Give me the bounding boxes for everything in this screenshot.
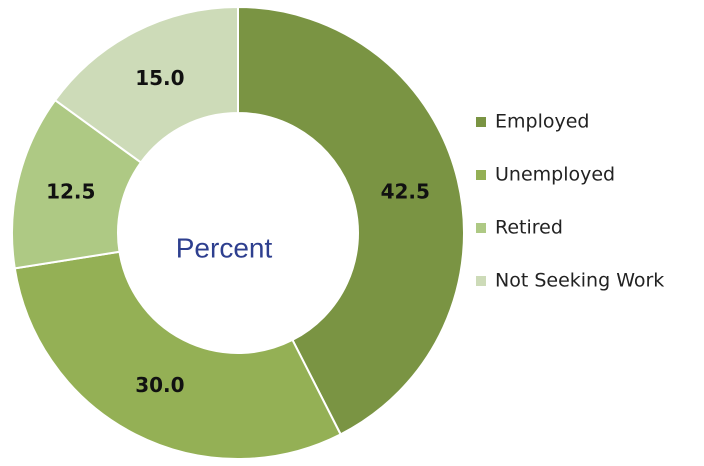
legend-label: Employed	[495, 111, 589, 133]
legend-label: Not Seeking Work	[495, 270, 664, 292]
donut-slice	[53, 5, 239, 164]
legend-swatch	[476, 117, 486, 127]
legend-swatch	[476, 276, 486, 286]
legend-label: Unemployed	[495, 164, 615, 186]
value-label: 15.0	[135, 66, 184, 90]
legend-swatch	[476, 170, 486, 180]
legend-label: Retired	[495, 217, 563, 239]
value-label: 12.5	[46, 179, 95, 203]
value-label: 42.5	[381, 179, 430, 203]
value-label: 30.0	[135, 373, 184, 397]
legend-swatch	[476, 223, 486, 233]
donut-slice	[237, 5, 465, 436]
center-text: Percent	[176, 232, 273, 263]
donut-slice	[13, 250, 342, 460]
